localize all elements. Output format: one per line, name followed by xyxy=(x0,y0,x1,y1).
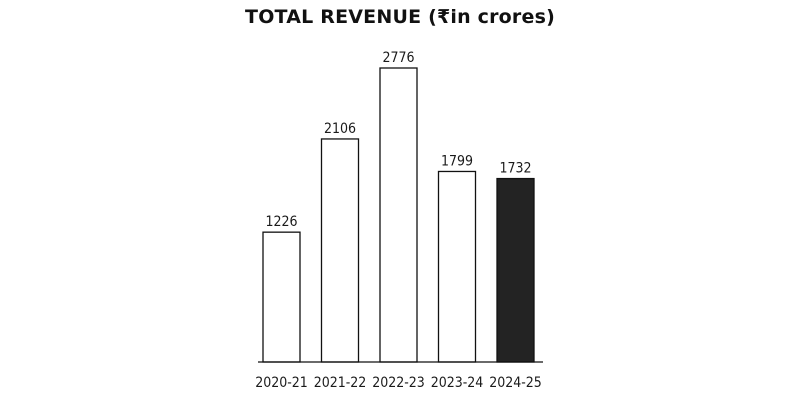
chart-title: TOTAL REVENUE (₹in crores) xyxy=(245,6,555,28)
bar-2020-21 xyxy=(262,231,301,363)
data-labels-group: 1226 2106 2776 1799 1732 xyxy=(265,50,531,230)
bar-2022-23 xyxy=(379,67,418,363)
bar-2023-24 xyxy=(437,170,477,363)
x-tick-label-2024-25: 2024-25 xyxy=(489,375,542,391)
data-label-2021-22: 2106 xyxy=(324,121,356,137)
x-tick-label-2020-21: 2020-21 xyxy=(255,375,308,391)
data-label-2020-21: 1226 xyxy=(265,214,297,230)
bar-2021-22 xyxy=(320,138,360,363)
data-label-2022-23: 2776 xyxy=(382,50,414,66)
bar-2024-25 xyxy=(496,177,535,363)
x-tick-label-2022-23: 2022-23 xyxy=(372,375,425,391)
data-label-2024-25: 1732 xyxy=(499,161,531,177)
bars-group xyxy=(262,67,535,363)
x-tick-label-2021-22: 2021-22 xyxy=(314,375,367,391)
x-tick-label-2023-24: 2023-24 xyxy=(431,375,484,391)
x-tick-labels-group: 2020-21 2021-22 2022-23 2023-24 2024-25 xyxy=(255,375,542,391)
data-label-2023-24: 1799 xyxy=(441,153,473,169)
